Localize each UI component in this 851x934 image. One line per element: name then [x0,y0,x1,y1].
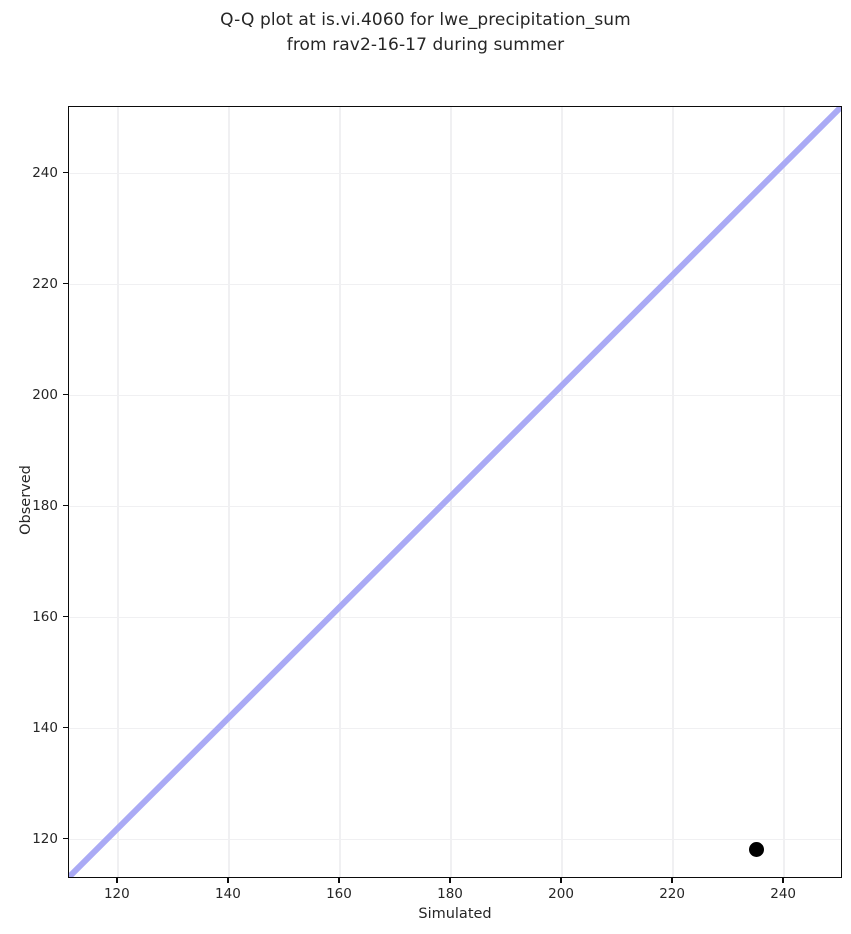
gridline-vertical [339,107,341,877]
y-tick-mark [63,393,68,396]
gridline-horizontal [69,172,841,175]
gridline-vertical [783,107,785,877]
x-axis-label: Simulated [418,906,492,922]
gridline-vertical [117,107,119,877]
x-tick-label: 180 [437,886,463,902]
y-tick-mark [63,615,68,618]
gridline-horizontal [69,394,841,397]
y-tick-mark [63,282,68,285]
y-tick-label: 200 [32,386,58,403]
y-tick-label: 180 [32,497,58,514]
x-tick-mark [560,878,562,883]
one-to-one-reference-line [69,107,841,877]
x-tick-mark [227,878,229,883]
y-axis-label: Observed [18,465,34,535]
gridline-horizontal [69,283,841,286]
x-tick-label: 120 [103,886,130,902]
x-tick-mark [671,878,673,883]
gridline-horizontal [69,727,841,730]
x-tick-label: 240 [770,886,797,902]
x-tick-label: 220 [659,886,685,902]
x-tick-label: 160 [326,886,352,902]
y-tick-mark [63,837,68,840]
x-tick-mark [116,878,118,883]
gridline-horizontal [69,505,841,508]
gridline-vertical [672,107,674,877]
gridline-horizontal [69,838,841,841]
x-tick-mark [449,878,451,883]
gridline-vertical [561,107,563,877]
y-tick-mark [63,171,68,174]
y-tick-label: 140 [32,719,58,736]
chart-title: Q-Q plot at is.vi.4060 for lwe_precipita… [0,8,851,58]
y-tick-label: 160 [32,608,58,625]
data-point [748,842,764,858]
gridline-horizontal [69,616,841,619]
x-tick-mark [338,878,340,883]
plot-area [68,106,842,878]
y-tick-label: 120 [32,830,58,847]
chart-title-line-2: from rav2-16-17 during summer [286,35,565,55]
y-tick-mark [63,726,68,729]
y-tick-mark [63,504,68,507]
x-tick-mark [782,878,784,883]
gridline-vertical [228,107,230,877]
y-tick-label: 240 [32,164,58,181]
chart-title-line-1: Q-Q plot at is.vi.4060 for lwe_precipita… [220,10,631,30]
x-tick-label: 140 [215,886,241,902]
x-tick-label: 200 [548,886,574,902]
y-tick-label: 220 [32,275,58,292]
